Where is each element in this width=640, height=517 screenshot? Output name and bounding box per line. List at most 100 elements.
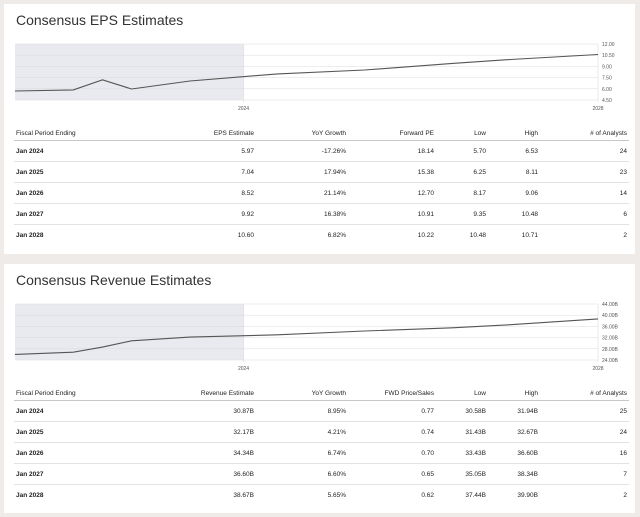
- table-cell: 8.95%: [256, 400, 348, 422]
- table-cell: 17.94%: [256, 161, 348, 183]
- col-fwd-price-sales[interactable]: FWD Price/Sales: [348, 386, 436, 401]
- table-header-row: Fiscal Period Ending EPS Estimate YoY Gr…: [14, 126, 629, 141]
- col-high[interactable]: High: [488, 386, 540, 401]
- table-cell: 8.17: [436, 182, 488, 204]
- col-fiscal-period[interactable]: Fiscal Period Ending: [14, 126, 164, 141]
- table-row: Jan 2027 36.60B 6.60% 0.65 35.05B 38.34B…: [14, 463, 629, 485]
- table-cell: 6.74%: [256, 442, 348, 464]
- table-cell: 5.65%: [327, 491, 346, 499]
- table-cell: 16.38%: [256, 203, 348, 225]
- table-cell: 36.60B: [488, 442, 540, 464]
- col-yoy-growth[interactable]: YoY Growth: [256, 126, 348, 141]
- eps-y-tick-label: 9.00: [602, 64, 612, 70]
- table-row: Jan 2028 10.60 6.82% 10.22 10.48 10.71 2: [14, 225, 629, 246]
- revenue-y-tick-label: 36.00B: [602, 324, 619, 330]
- table-cell: 5.97: [164, 140, 256, 162]
- table-cell: 2: [623, 231, 627, 239]
- table-cell: 6.82%: [327, 231, 346, 239]
- revenue-y-tick-label: 32.00B: [602, 336, 619, 342]
- table-cell: 38.67B: [233, 491, 254, 499]
- table-cell: 14: [540, 182, 629, 204]
- table-cell: 37.44B: [465, 491, 486, 499]
- table-row: Jan 2026 8.52 21.14% 12.70 8.17 9.06 14: [14, 182, 629, 204]
- table-header-row: Fiscal Period Ending Revenue Estimate Yo…: [14, 386, 629, 401]
- eps-estimates-table: Fiscal Period Ending EPS Estimate YoY Gr…: [14, 126, 629, 245]
- revenue-y-tick-label: 44.00B: [602, 302, 619, 308]
- table-cell: 30.58B: [436, 400, 488, 422]
- table-cell: 21.14%: [256, 182, 348, 204]
- table-cell: 35.05B: [436, 463, 488, 485]
- col-high[interactable]: High: [488, 126, 540, 141]
- table-cell: 0.74: [348, 421, 436, 443]
- col-yoy-growth[interactable]: YoY Growth: [256, 386, 348, 401]
- table-cell: 8.11: [488, 161, 540, 183]
- table-cell: 7: [540, 463, 629, 485]
- table-cell: 6.60%: [256, 463, 348, 485]
- table-cell: 32.17B: [164, 421, 256, 443]
- table-cell: 33.43B: [436, 442, 488, 464]
- eps-panel-title: Consensus EPS Estimates: [16, 12, 184, 28]
- table-cell: 23: [540, 161, 629, 183]
- col-fiscal-period[interactable]: Fiscal Period Ending: [14, 386, 164, 401]
- table-row: Jan 2024 5.97 -17.26% 18.14 5.70 6.53 24: [14, 140, 629, 162]
- col-revenue-estimate[interactable]: Revenue Estimate: [164, 386, 256, 401]
- revenue-y-tick-label: 40.00B: [602, 313, 619, 319]
- table-cell: 15.38: [348, 161, 436, 183]
- eps-y-tick-label: 4.50: [602, 98, 612, 104]
- table-row: Jan 2027 9.92 16.38% 10.91 9.35 10.48 6: [14, 203, 629, 225]
- col-low[interactable]: Low: [436, 386, 488, 401]
- eps-line-chart: 12.00 10.50 9.00 7.50 6.00 4.50 2024 2028: [14, 42, 615, 112]
- table-cell: 0.62: [421, 491, 434, 499]
- table-cell: Jan 2024: [14, 400, 164, 422]
- table-row: Jan 2024 30.87B 8.95% 0.77 30.58B 31.94B…: [14, 400, 629, 422]
- revenue-panel-title: Consensus Revenue Estimates: [16, 272, 212, 288]
- revenue-estimates-panel: Consensus Revenue Estimates 44.00B 40.00B…: [4, 264, 635, 513]
- revenue-y-tick-label: 28.00B: [602, 347, 619, 353]
- col-num-analysts[interactable]: # of Analysts: [540, 386, 629, 401]
- eps-y-tick-label: 10.50: [602, 53, 615, 59]
- table-cell: 31.94B: [488, 400, 540, 422]
- table-cell: 0.65: [348, 463, 436, 485]
- col-eps-estimate[interactable]: EPS Estimate: [164, 126, 256, 141]
- col-low[interactable]: Low: [436, 126, 488, 141]
- table-row: Jan 2026 34.34B 6.74% 0.70 33.43B 36.60B…: [14, 442, 629, 464]
- revenue-historical-shade: [15, 304, 244, 360]
- table-cell: -17.26%: [256, 140, 348, 162]
- eps-historical-shade: [15, 44, 244, 100]
- table-cell: 6.53: [488, 140, 540, 162]
- eps-y-tick-label: 7.50: [602, 76, 612, 82]
- table-cell: 7.04: [164, 161, 256, 183]
- eps-estimates-panel: Consensus EPS Estimates 12.00 10.50 9.00 7.…: [4, 4, 635, 254]
- table-cell: 9.92: [164, 203, 256, 225]
- table-cell: 16: [540, 442, 629, 464]
- table-cell: 4.21%: [256, 421, 348, 443]
- table-row: Jan 2025 32.17B 4.21% 0.74 31.43B 32.67B…: [14, 421, 629, 443]
- table-cell: 36.60B: [164, 463, 256, 485]
- col-forward-pe[interactable]: Forward PE: [348, 126, 436, 141]
- table-row: Jan 2025 7.04 17.94% 15.38 6.25 8.11 23: [14, 161, 629, 183]
- table-cell: 34.34B: [164, 442, 256, 464]
- revenue-series-line: [14, 318, 599, 355]
- table-cell: 5.70: [436, 140, 488, 162]
- table-cell: 10.48: [488, 203, 540, 225]
- table-cell: 6.25: [436, 161, 488, 183]
- eps-x-tick-label: 2024: [238, 106, 249, 112]
- table-cell: 10.71: [521, 231, 538, 239]
- table-cell: 0.70: [348, 442, 436, 464]
- table-cell: 24: [540, 421, 629, 443]
- table-cell: 39.90B: [517, 491, 538, 499]
- eps-y-tick-label: 12.00: [602, 42, 615, 48]
- table-cell: Jan 2028: [16, 491, 44, 499]
- revenue-estimates-table: Fiscal Period Ending Revenue Estimate Yo…: [14, 386, 629, 505]
- table-cell: 2: [623, 491, 627, 499]
- table-cell: Jan 2026: [14, 182, 164, 204]
- table-cell: 31.43B: [436, 421, 488, 443]
- table-cell: 9.06: [488, 182, 540, 204]
- eps-y-tick-label: 6.00: [602, 87, 612, 93]
- table-cell: 6: [540, 203, 629, 225]
- col-num-analysts[interactable]: # of Analysts: [540, 126, 629, 141]
- table-cell: Jan 2027: [14, 203, 164, 225]
- revenue-x-tick-label: 2024: [238, 366, 249, 372]
- table-cell: Jan 2025: [14, 421, 164, 443]
- table-cell: 9.35: [436, 203, 488, 225]
